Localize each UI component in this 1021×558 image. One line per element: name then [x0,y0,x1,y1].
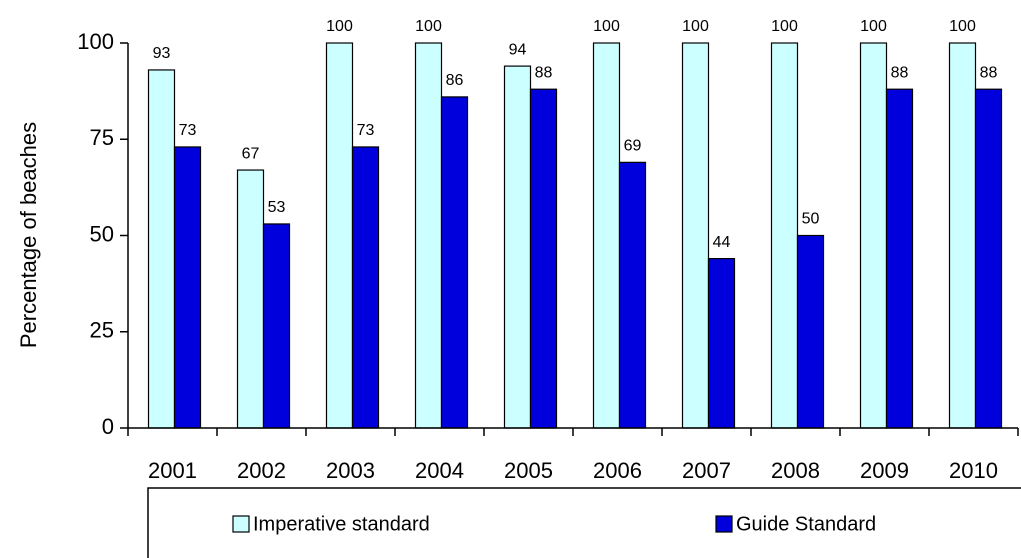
y-axis-label: Percentage of beaches [16,122,41,348]
value-label: 100 [593,18,620,35]
bar [796,234,825,429]
bar [147,69,176,429]
x-tick-label: 2008 [771,458,820,483]
y-tick-label: 0 [102,414,114,439]
x-tick-label: 2010 [949,458,998,483]
bar [974,88,1003,429]
value-label: 88 [891,64,909,81]
x-tick-label: 2002 [237,458,286,483]
value-label: 100 [415,18,442,35]
bar [592,42,621,429]
bar [236,169,265,429]
x-tick-label: 2006 [593,458,642,483]
bar [414,42,443,429]
legend-box [147,487,1021,558]
x-tick-label: 2005 [504,458,553,483]
value-label: 69 [624,138,642,155]
bar [503,65,532,429]
value-label: 44 [713,234,731,251]
y-tick-label: 50 [90,221,114,246]
legend-label: Guide Standard [736,513,876,535]
bar [351,146,380,429]
legend-swatch [715,515,733,533]
legend-label: Imperative standard [253,513,430,535]
value-label: 67 [242,145,260,162]
value-label: 100 [326,18,353,35]
legend-swatch [232,515,250,533]
bar [885,88,914,429]
bar [707,258,736,429]
y-tick-label: 25 [90,318,114,343]
y-tick-label: 100 [77,29,114,54]
bar [948,42,977,429]
bar [440,96,469,429]
value-label: 73 [179,122,197,139]
x-tick-label: 2001 [148,458,197,483]
bar [681,42,710,429]
value-label: 100 [860,18,887,35]
bar [529,88,558,429]
value-label: 100 [949,18,976,35]
value-label: 53 [268,199,286,216]
value-label: 73 [357,122,375,139]
value-label: 93 [153,45,171,62]
bar [859,42,888,429]
value-label: 100 [682,18,709,35]
x-tick-label: 2003 [326,458,375,483]
x-tick-label: 2009 [860,458,909,483]
value-label: 100 [771,18,798,35]
value-label: 50 [802,211,820,228]
bar [618,161,647,429]
bar [173,146,202,429]
bar [325,42,354,429]
y-tick-label: 75 [90,125,114,150]
value-label: 94 [509,41,527,58]
value-label: 88 [980,64,998,81]
value-label: 86 [446,72,464,89]
x-tick-label: 2007 [682,458,731,483]
bar [770,42,799,429]
value-label: 88 [535,64,553,81]
x-tick-label: 2004 [415,458,464,483]
bar [262,223,291,429]
